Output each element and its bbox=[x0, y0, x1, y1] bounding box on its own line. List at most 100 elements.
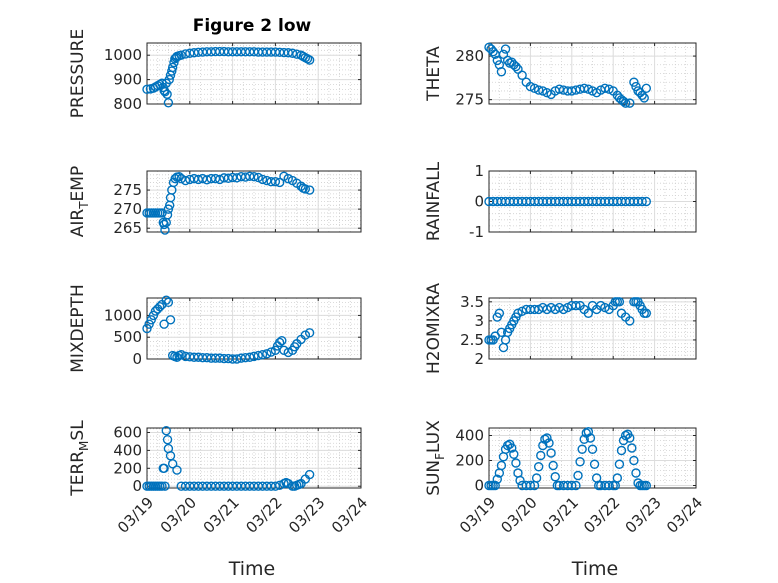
data-point bbox=[148, 310, 159, 321]
y-axis-label-main: SUN bbox=[424, 460, 444, 496]
axes-frame bbox=[146, 42, 362, 105]
data-point bbox=[496, 327, 507, 338]
data-point bbox=[159, 463, 169, 473]
data-point bbox=[492, 55, 502, 66]
data-point bbox=[500, 44, 511, 54]
y-tick-label: 500 bbox=[113, 328, 142, 346]
data-point bbox=[571, 480, 581, 491]
data-point bbox=[161, 295, 171, 305]
data-point bbox=[637, 196, 647, 207]
data-point bbox=[159, 219, 169, 230]
data-point bbox=[262, 349, 272, 359]
data-point bbox=[304, 55, 315, 65]
data-point bbox=[533, 462, 544, 472]
x-axis-label-left: Time bbox=[228, 558, 276, 580]
data-point bbox=[625, 316, 635, 326]
y-tick-label: 0 bbox=[132, 477, 142, 495]
data-point bbox=[146, 315, 156, 325]
data-point bbox=[641, 83, 652, 94]
data-point bbox=[304, 328, 315, 338]
y-tick-label: 3.5 bbox=[460, 293, 484, 311]
data-point bbox=[162, 89, 172, 99]
y-tick-label: -1 bbox=[469, 223, 484, 241]
data-point bbox=[587, 444, 598, 454]
data-point bbox=[604, 84, 614, 94]
y-tick-label: 400 bbox=[113, 441, 142, 459]
data-point bbox=[277, 336, 287, 346]
y-axis-label: TERRMSL bbox=[68, 420, 91, 497]
data-point bbox=[159, 319, 169, 329]
data-point bbox=[494, 308, 505, 318]
data-point bbox=[573, 470, 583, 481]
data-point bbox=[162, 210, 173, 220]
data-point bbox=[538, 440, 548, 451]
data-point bbox=[176, 50, 186, 60]
y-axis-label-tail: SL bbox=[68, 420, 88, 441]
y-axis-label: SUNFLUX bbox=[424, 420, 447, 496]
data-point bbox=[577, 444, 587, 454]
subplot-4: -1 0 1 RAINFALL bbox=[424, 161, 697, 241]
data-point bbox=[639, 93, 649, 103]
y-axis-label-subscript: T bbox=[77, 201, 91, 210]
data-point bbox=[600, 83, 610, 94]
data-point bbox=[507, 443, 517, 453]
y-axis-label-subscript: F bbox=[433, 453, 447, 460]
data-point bbox=[262, 175, 272, 186]
figure-title: Figure 2 low bbox=[193, 16, 312, 36]
data-point bbox=[274, 177, 285, 188]
data-point bbox=[142, 84, 152, 95]
data-point bbox=[629, 77, 639, 87]
y-tick-label: 1000 bbox=[104, 306, 142, 324]
data-point bbox=[614, 459, 625, 469]
data-point bbox=[616, 445, 627, 456]
y-tick-label: 0 bbox=[474, 193, 484, 211]
data-point bbox=[283, 48, 293, 58]
data-point bbox=[160, 87, 170, 97]
data-point bbox=[625, 433, 635, 443]
data-point bbox=[637, 90, 647, 100]
data-point bbox=[536, 450, 546, 461]
data-point bbox=[612, 473, 623, 483]
data-point bbox=[492, 474, 502, 484]
data-point bbox=[641, 480, 652, 491]
y-axis-label-main: MIXDEPTH bbox=[68, 284, 88, 373]
data-point bbox=[531, 473, 542, 483]
data-point bbox=[496, 460, 507, 471]
y-axis-label-main: AIR bbox=[68, 209, 88, 238]
data-point bbox=[155, 302, 165, 312]
y-tick-label: 800 bbox=[113, 95, 142, 113]
y-tick-label: 275 bbox=[113, 181, 142, 199]
data-point bbox=[249, 172, 259, 182]
data-point bbox=[270, 176, 281, 187]
subplot-6: 22.533.5 H2OMIXRA bbox=[424, 283, 697, 374]
data-point bbox=[548, 460, 558, 471]
data-point bbox=[176, 349, 186, 360]
y-tick-label: 275 bbox=[455, 91, 484, 109]
data-point bbox=[270, 481, 281, 491]
data-point bbox=[240, 352, 251, 363]
data-point bbox=[502, 55, 513, 66]
data-point bbox=[583, 308, 594, 318]
data-point bbox=[180, 49, 191, 59]
data-point bbox=[304, 185, 315, 195]
data-point bbox=[583, 427, 594, 437]
subplot-5: 0 500 1000 MIXDEPTH bbox=[68, 284, 362, 373]
data-point bbox=[180, 175, 191, 186]
data-point bbox=[167, 459, 178, 469]
y-tick-label: 900 bbox=[113, 71, 142, 89]
data-point bbox=[618, 435, 629, 446]
data-point bbox=[287, 48, 298, 58]
data-point bbox=[509, 449, 519, 459]
data-point bbox=[215, 174, 225, 185]
y-tick-label: 400 bbox=[455, 427, 484, 445]
data-point bbox=[604, 480, 614, 491]
axes-frame bbox=[488, 427, 697, 489]
subplot-2: 275 280 THETA bbox=[424, 42, 697, 109]
y-tick-label: 2 bbox=[474, 350, 484, 368]
data-point bbox=[283, 173, 293, 184]
y-axis-label: RAINFALL bbox=[424, 161, 444, 241]
data-point bbox=[162, 434, 173, 445]
data-point bbox=[571, 300, 581, 311]
